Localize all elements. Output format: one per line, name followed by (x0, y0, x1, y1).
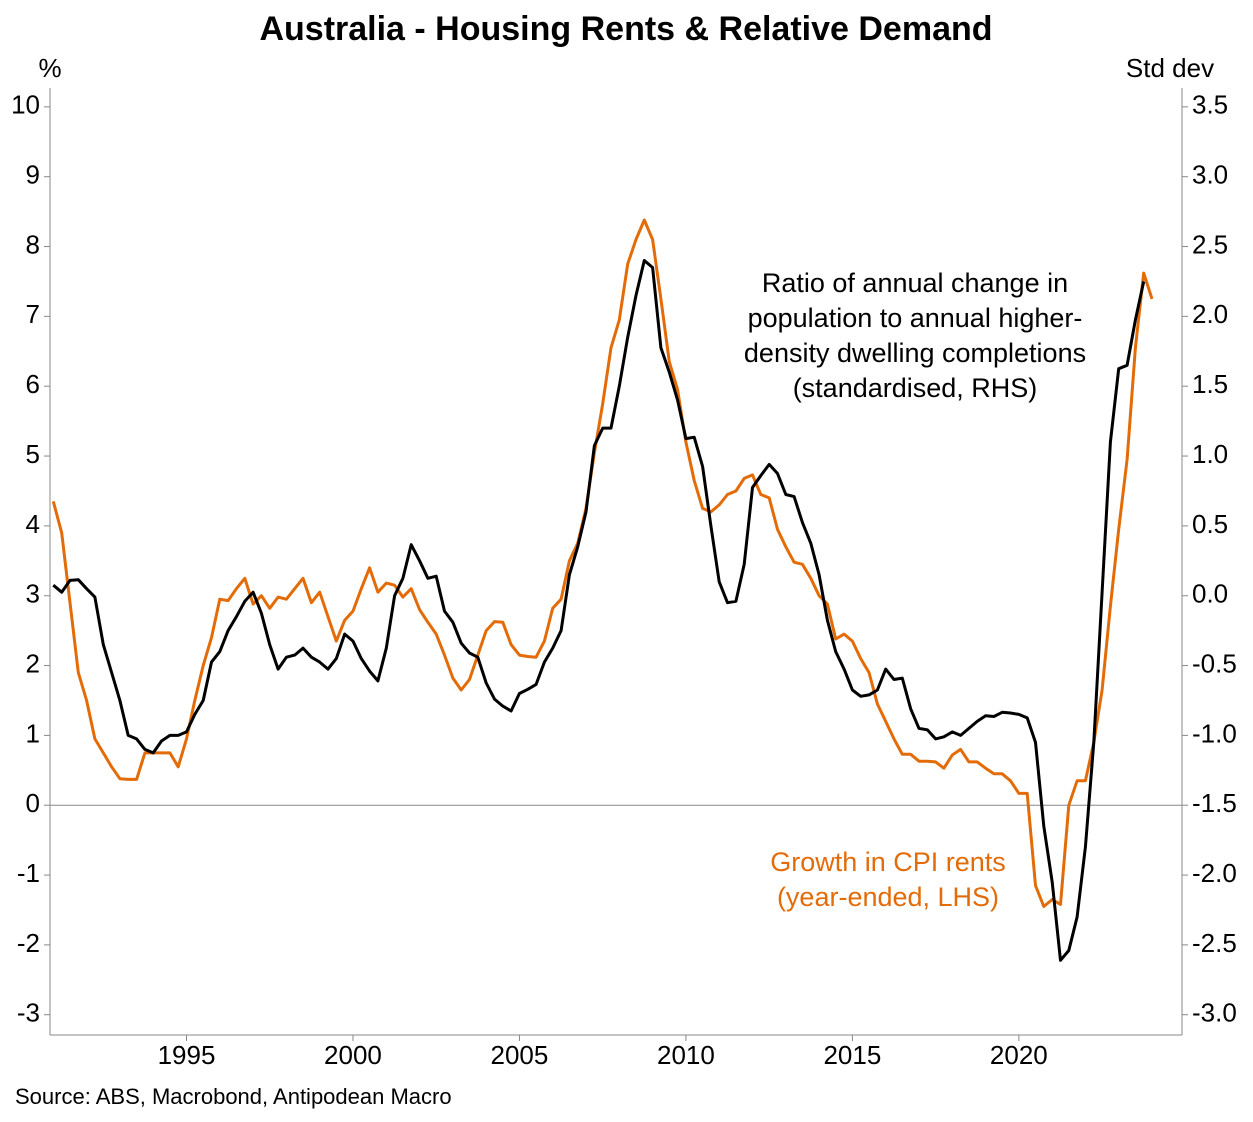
x-tick-label: 2020 (990, 1040, 1048, 1070)
y-tick-label: 1 (26, 718, 40, 748)
y2-tick-label: 1.0 (1192, 439, 1228, 469)
y-tick-label: -3 (17, 998, 40, 1028)
y2-tick-label: 2.0 (1192, 299, 1228, 329)
y2-tick-label: -1.5 (1192, 788, 1237, 818)
series-line (52, 259, 1146, 962)
y2-tick-label: 1.5 (1192, 369, 1228, 399)
y-tick-label: -2 (17, 928, 40, 958)
y-tick-label: -1 (17, 858, 40, 888)
chart-title: Australia - Housing Rents & Relative Dem… (259, 10, 992, 48)
y-tick-label: 8 (26, 229, 40, 259)
x-tick-label: 2010 (657, 1040, 715, 1070)
y2-tick-label: -1.0 (1192, 718, 1237, 748)
annotation: Ratio of annual change in (762, 268, 1068, 298)
y-axis-unit: % (38, 53, 61, 83)
annotation: population to annual higher- (748, 303, 1083, 333)
y-tick-label: 10 (11, 90, 40, 120)
y-tick-label: 0 (26, 788, 40, 818)
x-tick-label: 1995 (158, 1040, 216, 1070)
y2-tick-label: 2.5 (1192, 229, 1228, 259)
source-note: Source: ABS, Macrobond, Antipodean Macro (15, 1084, 452, 1109)
y-tick-label: 5 (26, 439, 40, 469)
y2-tick-label: 3.0 (1192, 160, 1228, 190)
y-tick-label: 4 (26, 509, 40, 539)
y2-tick-label: -2.5 (1192, 928, 1237, 958)
y2-tick-label: -2.0 (1192, 858, 1237, 888)
y2-tick-label: -3.0 (1192, 998, 1237, 1028)
y-tick-label: 3 (26, 579, 40, 609)
y-tick-label: 9 (26, 160, 40, 190)
y2-tick-label: 0.5 (1192, 509, 1228, 539)
series-line (51, 218, 1154, 908)
y2-tick-label: 3.5 (1192, 90, 1228, 120)
x-tick-label: 2015 (823, 1040, 881, 1070)
annotation: density dwelling completions (744, 338, 1086, 368)
y-tick-label: 2 (26, 648, 40, 678)
x-tick-label: 2000 (324, 1040, 382, 1070)
y-tick-label: 6 (26, 369, 40, 399)
annotation: (year-ended, LHS) (777, 882, 999, 912)
y2-tick-label: -0.5 (1192, 648, 1237, 678)
annotation: Growth in CPI rents (770, 847, 1006, 877)
y2-axis-unit: Std dev (1126, 53, 1214, 83)
annotation: (standardised, RHS) (793, 373, 1038, 403)
y2-tick-label: 0.0 (1192, 579, 1228, 609)
y-tick-label: 7 (26, 299, 40, 329)
x-tick-label: 2005 (491, 1040, 549, 1070)
